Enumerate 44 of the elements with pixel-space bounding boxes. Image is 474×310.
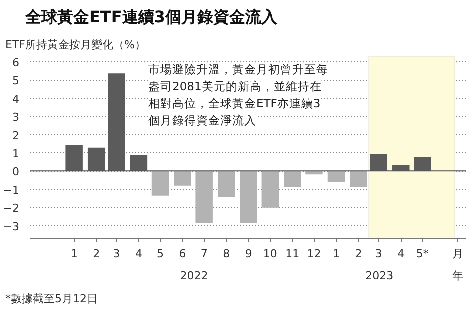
text: 月 xyxy=(452,248,464,260)
x-tick-label: 10 xyxy=(263,248,278,260)
bar xyxy=(262,171,280,208)
x-tick-label: 8 xyxy=(223,248,230,260)
x-tick-label: 2 xyxy=(355,248,362,260)
x-tick-label: 4 xyxy=(135,248,142,260)
annotation: 市場避險升溫，黃金月初曾升至每盎司2081美元的新高，並維持在相對高位，全球黃金ETF亦連續3個月錄得資金淨流入 xyxy=(148,62,328,128)
x-tick-label: 4 xyxy=(398,248,405,260)
x-tick-label: 5* xyxy=(416,248,430,260)
bar xyxy=(240,171,258,224)
bar xyxy=(328,171,346,182)
x-tick-label: 1 xyxy=(70,248,78,260)
x-tick-label: 7 xyxy=(200,248,208,260)
text: 年 xyxy=(452,270,464,282)
x-tick-label: 9 xyxy=(245,248,252,260)
y-tick-label: −2 xyxy=(3,202,20,216)
y-tick-label: 2 xyxy=(12,129,20,142)
x-tick-label: 5 xyxy=(157,248,164,260)
bar xyxy=(174,171,192,186)
y-tick-label: 1 xyxy=(12,147,20,160)
y-tick-label: 0 xyxy=(12,166,20,179)
y-axis-title: ETF所持黃金按月變化（%） xyxy=(6,38,146,52)
x-tick-label: 2 xyxy=(93,248,100,260)
y-tick-label: 5 xyxy=(12,74,20,88)
bar xyxy=(196,171,213,224)
bar xyxy=(350,171,368,188)
text: 2022 xyxy=(180,270,208,282)
x-tick-label: 11 xyxy=(286,248,300,260)
x-tick-label: 3 xyxy=(113,248,120,260)
y-tick-label: 6 xyxy=(12,56,20,70)
y-tick-label: 3 xyxy=(12,111,20,124)
y-tick-label: −3 xyxy=(3,220,20,234)
bar xyxy=(218,171,236,198)
text: *數據截至5月12日 xyxy=(6,292,98,306)
bar xyxy=(152,171,170,196)
y-tick-label: −1 xyxy=(3,184,20,197)
text: 2023 xyxy=(366,270,394,282)
bar xyxy=(284,171,302,187)
y-tick-label: 4 xyxy=(12,92,20,106)
x-tick-label: 6 xyxy=(179,248,186,260)
x-tick-label: 12 xyxy=(307,248,322,260)
x-tick-label: 1 xyxy=(332,248,340,260)
x-tick-label: 3 xyxy=(375,248,382,260)
chart-title: 全球黃金ETF連續3個月錄資金流入 xyxy=(24,8,278,26)
